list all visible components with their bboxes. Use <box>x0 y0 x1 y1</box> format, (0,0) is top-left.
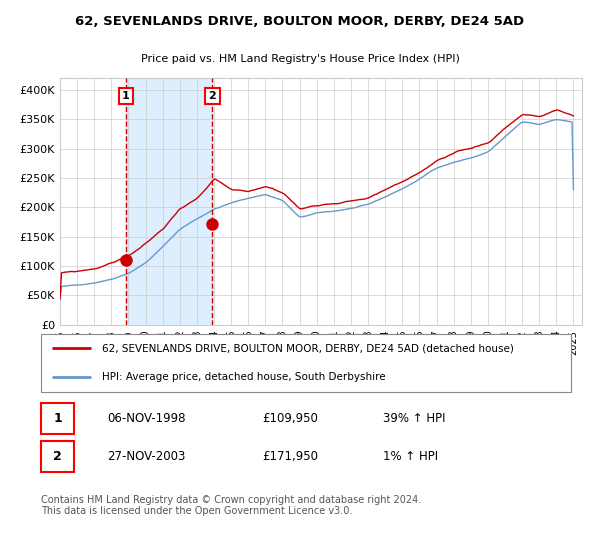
Text: 62, SEVENLANDS DRIVE, BOULTON MOOR, DERBY, DE24 5AD (detached house): 62, SEVENLANDS DRIVE, BOULTON MOOR, DERB… <box>102 343 514 353</box>
Text: 27-NOV-2003: 27-NOV-2003 <box>107 450 185 463</box>
FancyBboxPatch shape <box>41 403 74 434</box>
Text: 62, SEVENLANDS DRIVE, BOULTON MOOR, DERBY, DE24 5AD: 62, SEVENLANDS DRIVE, BOULTON MOOR, DERB… <box>76 16 524 29</box>
Text: 39% ↑ HPI: 39% ↑ HPI <box>383 412 446 425</box>
Text: Price paid vs. HM Land Registry's House Price Index (HPI): Price paid vs. HM Land Registry's House … <box>140 54 460 64</box>
Text: 1% ↑ HPI: 1% ↑ HPI <box>383 450 439 463</box>
Text: Contains HM Land Registry data © Crown copyright and database right 2024.
This d: Contains HM Land Registry data © Crown c… <box>41 495 421 516</box>
Text: £109,950: £109,950 <box>262 412 318 425</box>
Text: £171,950: £171,950 <box>262 450 318 463</box>
Text: 1: 1 <box>122 91 130 101</box>
Text: 1: 1 <box>53 412 62 425</box>
Text: HPI: Average price, detached house, South Derbyshire: HPI: Average price, detached house, Sout… <box>102 372 385 382</box>
Bar <box>126 78 212 325</box>
Text: 2: 2 <box>208 91 216 101</box>
Text: 06-NOV-1998: 06-NOV-1998 <box>107 412 186 425</box>
Text: 2: 2 <box>53 450 62 463</box>
FancyBboxPatch shape <box>41 441 74 472</box>
FancyBboxPatch shape <box>41 334 571 391</box>
